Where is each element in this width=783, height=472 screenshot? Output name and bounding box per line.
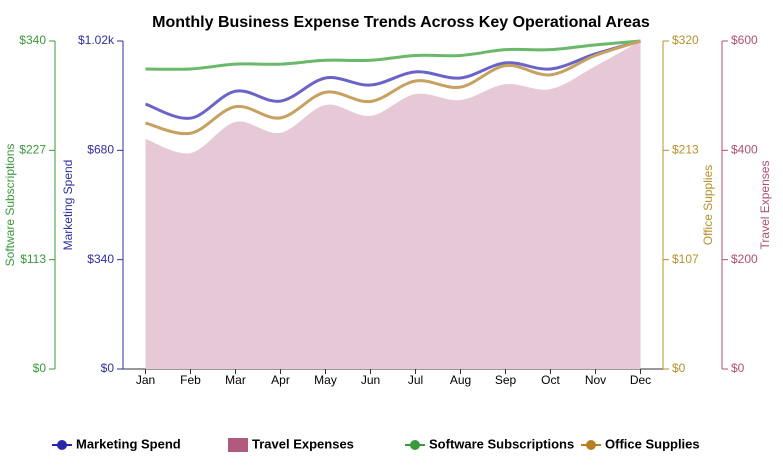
line — [145, 39, 641, 71]
y-tick-label: $200 — [731, 252, 758, 266]
y-axis-title: Travel Expenses — [758, 161, 772, 250]
x-tick-label: Aug — [450, 373, 471, 387]
x-tick-label: May — [314, 373, 337, 387]
y-tick-label: $0 — [101, 361, 115, 375]
y-tick-label: $320 — [672, 33, 699, 47]
line — [145, 39, 641, 136]
y-tick-label: $0 — [672, 361, 686, 375]
legend-label: Software Subscriptions — [429, 436, 574, 451]
legend-marker — [57, 440, 67, 450]
x-tick-label: Apr — [271, 373, 290, 387]
x-tick-label: Jun — [361, 373, 380, 387]
y-tick-label: $107 — [672, 252, 699, 266]
legend-item: Software Subscriptions — [405, 436, 574, 451]
y-tick-label: $600 — [731, 33, 758, 47]
y-tick-label: $0 — [731, 361, 745, 375]
legend-item: Marketing Spend — [52, 436, 181, 451]
y-tick-label: $400 — [731, 143, 758, 157]
x-tick-label: Sep — [495, 373, 517, 387]
y-tick-label: $680 — [87, 143, 114, 157]
x-tick-label: Feb — [180, 373, 201, 387]
x-tick-label: Nov — [585, 373, 606, 387]
y-axis-title: Software Subscriptions — [3, 144, 17, 267]
y-tick-label: $340 — [19, 33, 46, 47]
line — [144, 39, 641, 120]
legend-marker — [586, 440, 596, 450]
y-axis-title: Office Supplies — [701, 165, 715, 246]
chart-title: Monthly Business Expense Trends Across K… — [152, 14, 650, 31]
legend-item: Office Supplies — [581, 436, 700, 451]
legend-label: Travel Expenses — [252, 436, 354, 451]
y-tick-label: $1.02k — [78, 33, 115, 47]
legend-label: Office Supplies — [605, 436, 700, 451]
x-tick-label: Jan — [136, 373, 155, 387]
plot — [144, 39, 641, 369]
x-tick-label: Mar — [225, 373, 246, 387]
y-tick-label: $213 — [672, 143, 699, 157]
legend-marker — [410, 440, 420, 450]
y-tick-label: $0 — [33, 361, 47, 375]
legend-swatch — [228, 438, 248, 452]
x-tick-label: Oct — [541, 373, 560, 387]
x-tick-label: Dec — [630, 373, 651, 387]
y-tick-label: $113 — [20, 252, 46, 266]
legend-item: Travel Expenses — [228, 436, 354, 452]
y-tick-label: $227 — [19, 143, 46, 157]
y-axis-title: Marketing Spend — [61, 160, 75, 251]
area — [145, 41, 641, 369]
y-tick-label: $340 — [87, 252, 114, 266]
legend-label: Marketing Spend — [76, 436, 181, 451]
x-tick-label: Jul — [408, 373, 423, 387]
